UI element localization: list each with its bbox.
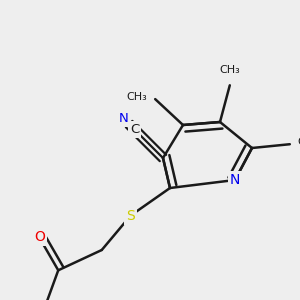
Text: N: N: [230, 173, 240, 187]
Text: O: O: [34, 230, 45, 244]
Text: N: N: [118, 112, 128, 125]
Text: CH₃: CH₃: [219, 65, 240, 75]
Text: C: C: [130, 123, 139, 136]
Text: CH₃: CH₃: [298, 137, 300, 147]
Text: S: S: [126, 208, 135, 223]
Text: CH₃: CH₃: [126, 92, 147, 102]
